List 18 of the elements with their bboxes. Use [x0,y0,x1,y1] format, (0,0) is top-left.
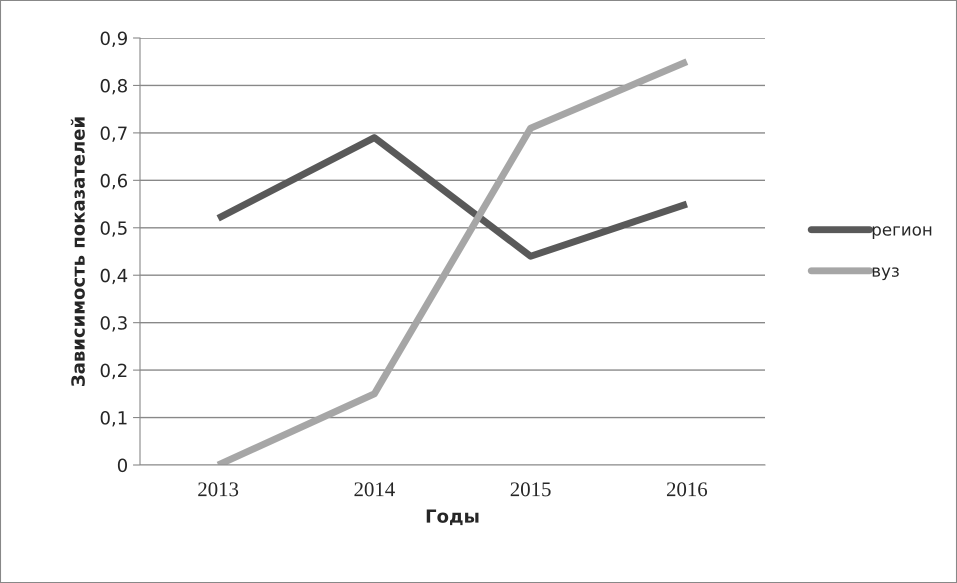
y-tick-label: 0,1 [100,411,127,427]
legend-label: регион [872,226,932,239]
y-axis-title: Зависимость показателей [70,117,85,386]
y-tick-label: 0,6 [100,174,128,190]
x-tick-label: 2016 [666,482,708,496]
x-tick-label: 2013 [198,482,238,496]
y-tick-label: 0,3 [100,316,127,332]
y-tick-label: 0 [118,458,127,472]
y-tick-label: 0,2 [100,364,126,380]
legend-label: вуз [872,267,899,280]
x-tick-label: 2015 [510,482,551,496]
x-tick-label: 2014 [354,482,395,496]
x-axis-title: Годы [426,509,478,526]
y-tick-label: 0,7 [100,126,127,142]
y-tick-label: 0,4 [100,268,128,284]
y-tick-label: 0,8 [100,78,127,94]
y-tick-label: 0,5 [100,221,127,237]
y-tick-label: 0,9 [100,31,127,47]
